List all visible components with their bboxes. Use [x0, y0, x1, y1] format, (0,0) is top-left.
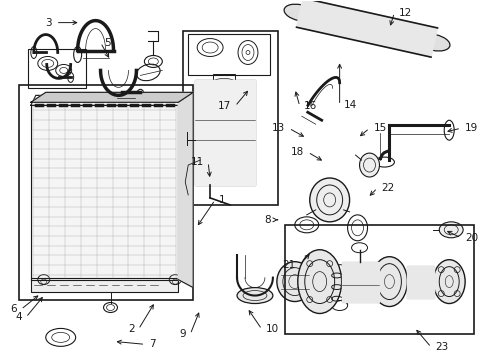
- Bar: [19, 85, 193, 300]
- Text: 4: 4: [15, 312, 22, 323]
- Polygon shape: [31, 92, 193, 102]
- Text: 10: 10: [265, 324, 279, 334]
- Ellipse shape: [119, 96, 125, 104]
- Polygon shape: [31, 95, 183, 105]
- Text: 17: 17: [217, 101, 230, 111]
- Ellipse shape: [107, 96, 113, 104]
- Bar: [195, 80, 254, 185]
- Polygon shape: [31, 105, 178, 280]
- Text: 21: 21: [282, 260, 295, 270]
- Ellipse shape: [72, 96, 78, 104]
- Text: 19: 19: [464, 123, 477, 133]
- Text: 3: 3: [45, 18, 52, 28]
- Ellipse shape: [284, 4, 315, 21]
- Ellipse shape: [297, 250, 341, 314]
- Polygon shape: [296, 0, 437, 57]
- Text: 20: 20: [464, 233, 477, 243]
- Text: 9: 9: [179, 329, 186, 339]
- Ellipse shape: [438, 222, 462, 238]
- Ellipse shape: [371, 257, 407, 306]
- Text: 14: 14: [343, 100, 356, 110]
- Ellipse shape: [131, 96, 137, 104]
- Ellipse shape: [167, 96, 173, 104]
- Ellipse shape: [432, 260, 464, 303]
- Text: 23: 23: [434, 342, 447, 352]
- Bar: [341, 262, 379, 302]
- Text: 8: 8: [264, 215, 270, 225]
- Bar: [28, 49, 85, 88]
- Polygon shape: [341, 262, 379, 302]
- Text: 7: 7: [149, 339, 156, 349]
- Ellipse shape: [36, 96, 41, 104]
- Ellipse shape: [276, 262, 312, 302]
- Text: 22: 22: [381, 183, 394, 193]
- Bar: [31, 278, 178, 292]
- Ellipse shape: [48, 96, 54, 104]
- Bar: [188, 33, 269, 75]
- Text: 18: 18: [290, 147, 303, 157]
- Text: 2: 2: [127, 324, 134, 334]
- Bar: [183, 31, 277, 205]
- Ellipse shape: [237, 288, 272, 303]
- Text: 15: 15: [373, 123, 386, 133]
- Ellipse shape: [309, 178, 349, 222]
- Text: 11: 11: [190, 157, 203, 167]
- Bar: [407, 266, 433, 298]
- Text: 1: 1: [219, 195, 225, 205]
- Ellipse shape: [359, 153, 379, 177]
- Bar: [213, 75, 235, 82]
- Ellipse shape: [155, 96, 161, 104]
- Text: 12: 12: [398, 8, 411, 18]
- Ellipse shape: [60, 96, 65, 104]
- Text: 13: 13: [271, 123, 285, 133]
- Text: 6: 6: [10, 305, 17, 315]
- Text: 16: 16: [303, 101, 316, 111]
- Polygon shape: [195, 80, 254, 185]
- Ellipse shape: [95, 96, 102, 104]
- Bar: [285, 225, 473, 334]
- Ellipse shape: [418, 34, 449, 51]
- Text: 5: 5: [104, 37, 111, 48]
- Polygon shape: [407, 266, 433, 298]
- Ellipse shape: [143, 96, 149, 104]
- Ellipse shape: [83, 96, 89, 104]
- Polygon shape: [178, 92, 193, 288]
